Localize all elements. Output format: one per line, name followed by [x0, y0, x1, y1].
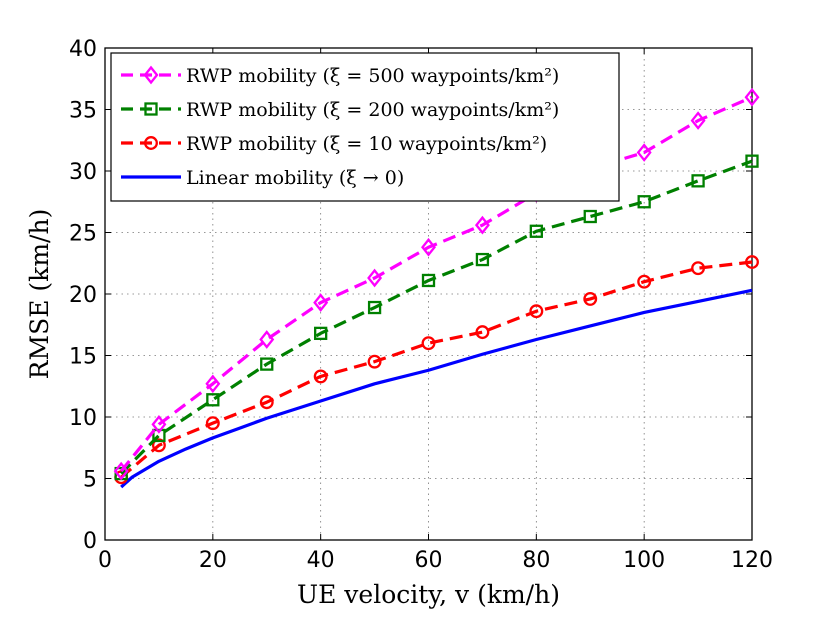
x-tick-label: 120 — [731, 548, 773, 573]
series-3 — [120, 288, 753, 489]
y-tick-label: 35 — [69, 99, 97, 124]
data-point — [637, 274, 652, 289]
data-point — [691, 174, 705, 188]
data-point — [636, 143, 652, 162]
axis-ticks: 0 20 40 60 80 100 120 0 5 10 15 20 25 30 35 40 — [69, 37, 773, 573]
x-tick-label: 20 — [199, 548, 227, 573]
data-point — [637, 195, 651, 209]
data-point — [205, 416, 220, 431]
series-line — [120, 159, 753, 475]
series-line — [119, 95, 753, 473]
legend-marker — [144, 102, 158, 116]
legend-label: Linear mobility (ξ → 0) — [186, 167, 404, 189]
series-line — [120, 260, 753, 479]
data-point — [529, 224, 543, 238]
data-point — [421, 237, 436, 257]
x-tick-label: 100 — [623, 548, 665, 573]
y-tick-label: 40 — [69, 37, 97, 62]
data-point — [367, 354, 382, 369]
legend-marker — [144, 136, 158, 150]
grid — [105, 48, 752, 540]
data-point — [690, 111, 706, 130]
data-point — [744, 87, 760, 107]
legend-box — [110, 52, 620, 202]
data-point — [583, 291, 598, 306]
data-point — [313, 369, 328, 384]
series-layer — [113, 87, 760, 489]
y-tick-label: 5 — [83, 468, 97, 493]
data-point — [260, 357, 274, 371]
data-point — [206, 393, 220, 407]
data-point — [529, 304, 544, 319]
y-tick-label: 20 — [69, 283, 97, 308]
data-point — [745, 255, 759, 269]
legend: RWP mobility (ξ = 500 waypoints/km²) RWP … — [110, 52, 620, 202]
data-point — [259, 395, 274, 410]
data-point — [745, 154, 759, 168]
data-point — [421, 336, 436, 351]
y-axis-label: RMSE (km/h) — [25, 209, 54, 380]
data-point — [367, 300, 382, 315]
data-point — [205, 374, 221, 394]
legend-label: RWP mobility (ξ = 200 waypoints/km²) — [186, 99, 559, 121]
x-tick-label: 40 — [307, 548, 335, 573]
data-point — [152, 428, 166, 443]
data-point — [475, 325, 490, 340]
x-tick-label: 0 — [98, 548, 112, 573]
legend-marker — [143, 65, 159, 85]
data-point — [474, 215, 490, 235]
x-tick-label: 60 — [415, 548, 443, 573]
data-point — [151, 438, 166, 453]
data-point — [367, 268, 383, 288]
data-point — [259, 330, 275, 349]
data-point — [151, 415, 167, 434]
data-point — [314, 326, 328, 341]
series-line — [120, 288, 753, 489]
x-axis-label: UE velocity, v (km/h) — [297, 580, 560, 609]
y-tick-label: 10 — [69, 406, 97, 431]
data-point — [421, 273, 436, 288]
legend-label: RWP mobility (ξ = 500 waypoints/km²) — [186, 65, 559, 87]
data-point — [475, 252, 490, 267]
data-point — [313, 293, 329, 312]
y-tick-label: 30 — [69, 160, 97, 185]
y-tick-label: 25 — [69, 222, 97, 247]
data-point — [113, 461, 129, 481]
x-tick-label: 80 — [522, 548, 550, 573]
series-2 — [114, 255, 759, 485]
data-point — [691, 261, 706, 276]
data-point — [583, 209, 597, 224]
legend-label: RWP mobility (ξ = 10 waypoints/km²) — [186, 133, 547, 155]
y-tick-label: 0 — [83, 529, 97, 554]
y-tick-label: 15 — [69, 345, 97, 370]
